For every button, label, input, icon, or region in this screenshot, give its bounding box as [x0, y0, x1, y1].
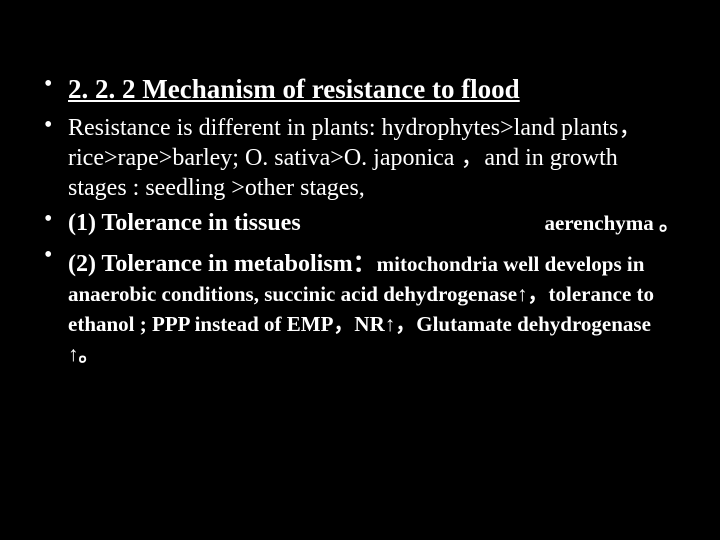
bullet-item-2: (2) Tolerance in metabolism：mitochondria… [40, 243, 680, 368]
bullet-item-1: (1) Tolerance in tissues aerenchyma 。 [40, 207, 680, 243]
bullet-lead-1: (1) Tolerance in tissues [68, 208, 301, 239]
section-title: 2. 2. 2 Mechanism of resistance to flood [68, 72, 680, 107]
slide: 2. 2. 2 Mechanism of resistance to flood… [0, 0, 720, 540]
bullet-row-1: (1) Tolerance in tissues aerenchyma 。 [68, 207, 680, 243]
title-item: 2. 2. 2 Mechanism of resistance to flood [40, 72, 680, 107]
bullet-note-1: aerenchyma 。 [544, 207, 680, 237]
bullet-lead-2: (2) Tolerance in metabolism： [68, 251, 377, 277]
bullet-list: 2. 2. 2 Mechanism of resistance to flood… [40, 72, 680, 368]
bullet-combo-2: (2) Tolerance in metabolism：mitochondria… [68, 243, 680, 368]
bullet-item-0: Resistance is different in plants: hydro… [40, 113, 680, 203]
bullet-text-0: Resistance is different in plants: hydro… [68, 113, 680, 203]
